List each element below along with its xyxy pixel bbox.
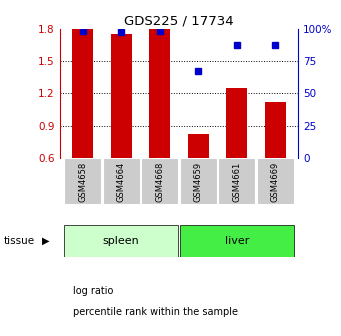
Bar [180,158,217,205]
Bar [226,88,247,158]
Bar [72,29,93,158]
Bar [141,158,178,205]
Text: liver: liver [225,236,249,246]
Bar [218,158,255,205]
Text: GSM4668: GSM4668 [155,161,164,202]
Text: tissue: tissue [3,236,34,246]
Text: GSM4664: GSM4664 [117,161,126,202]
Text: log ratio: log ratio [73,286,114,296]
Bar [64,225,178,257]
Bar [180,225,294,257]
Text: GSM4658: GSM4658 [78,161,87,202]
Text: percentile rank within the sample: percentile rank within the sample [73,307,238,318]
Bar [111,34,132,158]
Text: ▶: ▶ [42,236,50,246]
Text: GSM4659: GSM4659 [194,161,203,202]
Bar [257,158,294,205]
Text: spleen: spleen [103,236,140,246]
Bar [103,158,140,205]
Bar [64,158,101,205]
Text: GSM4661: GSM4661 [232,161,241,202]
Bar [265,102,286,158]
Bar [149,29,170,158]
Bar [188,134,209,158]
Title: GDS225 / 17734: GDS225 / 17734 [124,14,234,28]
Text: GSM4669: GSM4669 [271,161,280,202]
